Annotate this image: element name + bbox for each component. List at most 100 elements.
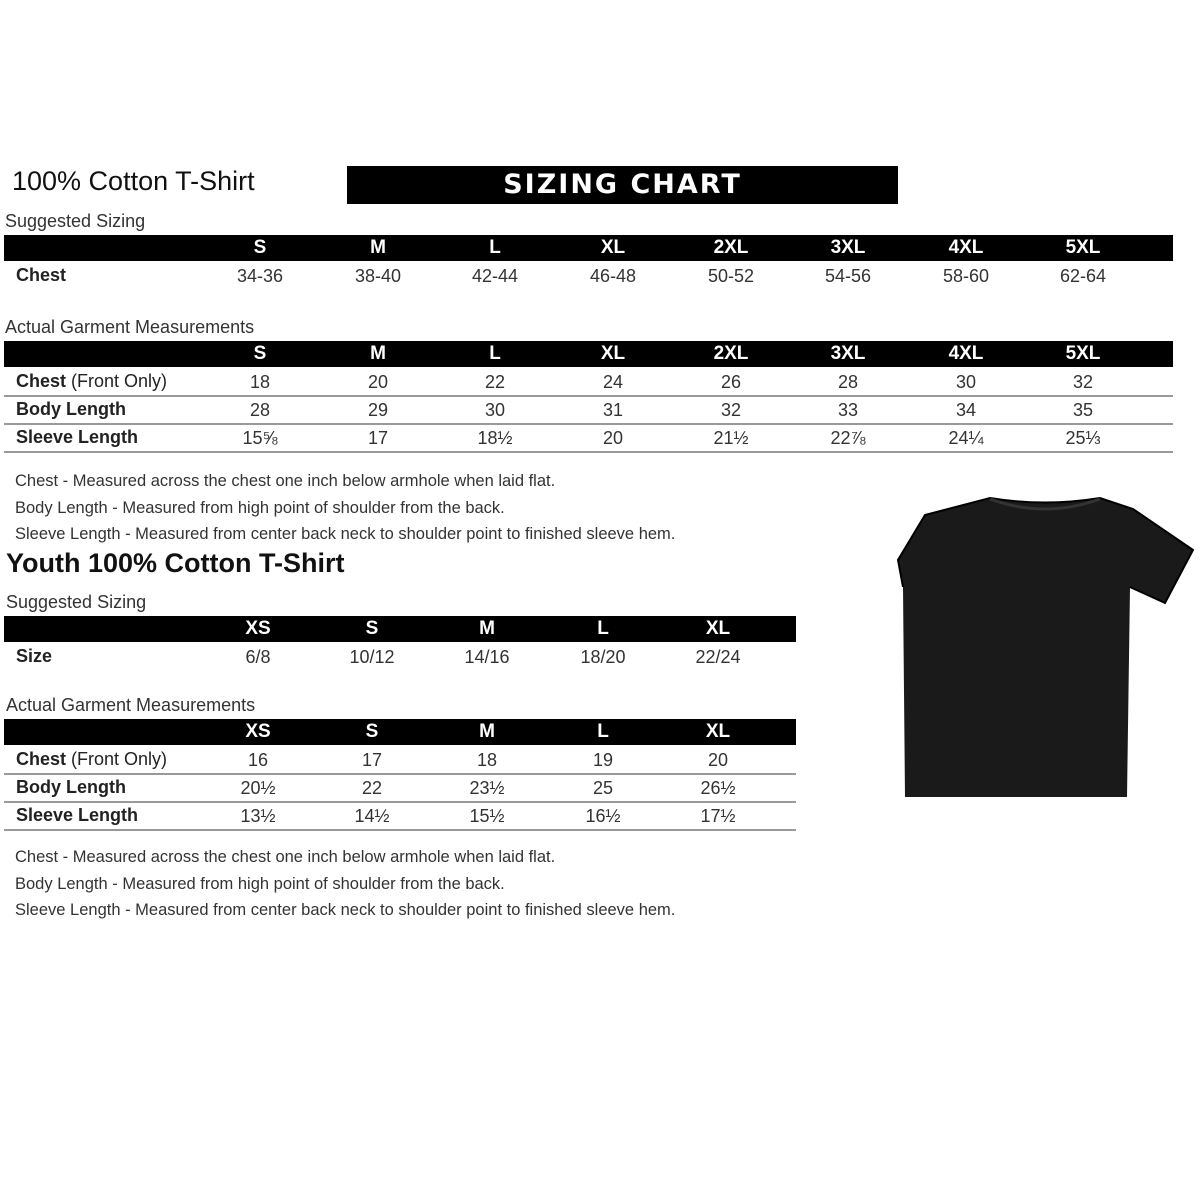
adult-actual-label: Actual Garment Measurements [5,317,255,337]
table-cell: 20 [367,372,389,392]
table-cell: 14½ [354,806,390,826]
table-cell: 42-44 [471,266,519,286]
table-cell: 30 [484,400,506,420]
table-cell: 26 [720,372,742,392]
note-body-length: Body Length - Measured from high point o… [15,498,505,517]
adult-notes: Chest - Measured across the chest one in… [15,468,675,548]
row-label-text: Sleeve Length [16,805,139,825]
table-cell: 22/24 [695,647,741,667]
table-cell: 18 [249,372,271,392]
table-cell: 16 [247,750,269,770]
row-divider [4,423,1173,425]
size-header-cell: M [370,343,386,364]
sizing-chart-banner: SIZING CHART [347,166,898,204]
table-cell: 15½ [469,806,505,826]
table-cell: 18 [476,750,498,770]
row-divider [4,395,1173,397]
size-header-cell: 3XL [830,237,866,258]
size-header-cell: XS [245,721,271,742]
size-header-cell: 4XL [948,343,984,364]
row-label-text: Chest [16,749,67,769]
table-cell: 28 [837,372,859,392]
table-cell: 17 [367,428,389,448]
table-cell: 24¼ [948,428,984,448]
table-cell: 17½ [700,806,736,826]
size-header-cell: S [365,618,379,639]
table-cell: 6/8 [245,647,271,667]
table-row: Body Length 20½ 22 23½ 25 26½ [4,775,796,803]
row-divider [4,829,796,831]
row-label-text: Size [16,646,53,666]
table-row: Chest (Front Only) 16 17 18 19 20 [4,747,796,775]
size-header-row: S M L XL 2XL 3XL 4XL 5XL [4,235,1173,261]
table-cell: 28 [249,400,271,420]
note-body-length: Body Length - Measured from high point o… [15,874,505,893]
table-cell: 29 [367,400,389,420]
size-header-cell: L [597,721,609,742]
size-header-cell: S [253,237,267,258]
table-cell: 22 [361,778,383,798]
black-tshirt-icon [896,496,1195,797]
table-cell: 34 [955,400,977,420]
size-header-cell: L [597,618,609,639]
size-header-cell: XL [600,343,626,364]
note-sleeve-length: Sleeve Length - Measured from center bac… [15,901,676,919]
row-label: Chest (Front Only) [16,371,167,392]
table-cell: 24 [602,372,624,392]
table-cell: 32 [720,400,742,420]
size-header-cell: M [370,237,386,258]
size-header-row: XS S M L XL [4,719,796,745]
table-cell: 33 [837,400,859,420]
adult-suggested-label: Suggested Sizing [5,211,146,231]
note-chest: Chest - Measured across the chest one in… [15,472,556,490]
table-cell: 54-56 [824,266,872,286]
row-label: Chest (Front Only) [16,749,167,770]
youth-suggested-label: Suggested Sizing [6,592,147,612]
size-header-row: XS S M L XL [4,616,796,642]
size-header-cell: 5XL [1065,343,1101,364]
youth-actual-label: Actual Garment Measurements [6,695,256,715]
adult-title: 100% Cotton T-Shirt [12,166,255,196]
row-divider [4,451,1173,453]
table-cell: 20 [602,428,624,448]
row-label: Body Length [16,399,126,420]
row-label-note: (Front Only) [66,371,168,391]
size-header-cell: XL [600,237,626,258]
row-label-text: Chest [16,265,67,285]
row-label-text: Body Length [16,399,126,419]
row-label: Size [16,646,52,667]
table-row: Size 6/8 10/12 14/16 18/20 22/24 [4,644,796,672]
table-cell: 30 [955,372,977,392]
youth-title: Youth 100% Cotton T-Shirt [6,548,345,578]
size-header-cell: L [489,237,501,258]
size-header-cell: 2XL [713,343,749,364]
size-header-cell: XL [705,618,731,639]
row-divider [4,801,796,803]
table-cell: 20 [707,750,729,770]
table-row: Sleeve Length 13½ 14½ 15½ 16½ 17½ [4,803,796,831]
row-label: Body Length [16,777,126,798]
note-chest: Chest - Measured across the chest one in… [15,848,556,866]
table-row: Chest (Front Only) 18 20 22 24 26 28 30 32 [4,369,1173,397]
row-divider [4,773,796,775]
size-header-cell: 2XL [713,237,749,258]
table-cell: 25 [592,778,614,798]
table-cell: 34-36 [236,266,284,286]
table-cell: 38-40 [354,266,402,286]
table-cell: 22 [484,372,506,392]
table-cell: 46-48 [589,266,637,286]
table-cell: 32 [1072,372,1094,392]
table-cell: 20½ [240,778,276,798]
table-cell: 14/16 [464,647,510,667]
size-header-cell: XL [705,721,731,742]
size-header-cell: L [489,343,501,364]
row-label-text: Sleeve Length [16,427,139,447]
row-label-text: Body Length [16,777,126,797]
size-header-cell: XS [245,618,271,639]
youth-notes: Chest - Measured across the chest one in… [15,844,675,924]
table-cell: 16½ [585,806,621,826]
table-row: Sleeve Length 15⅝ 17 18½ 20 21½ 22⅞ 24¼ 25⅓ [4,425,1173,453]
size-header-cell: M [479,721,495,742]
table-cell: 18/20 [580,647,626,667]
